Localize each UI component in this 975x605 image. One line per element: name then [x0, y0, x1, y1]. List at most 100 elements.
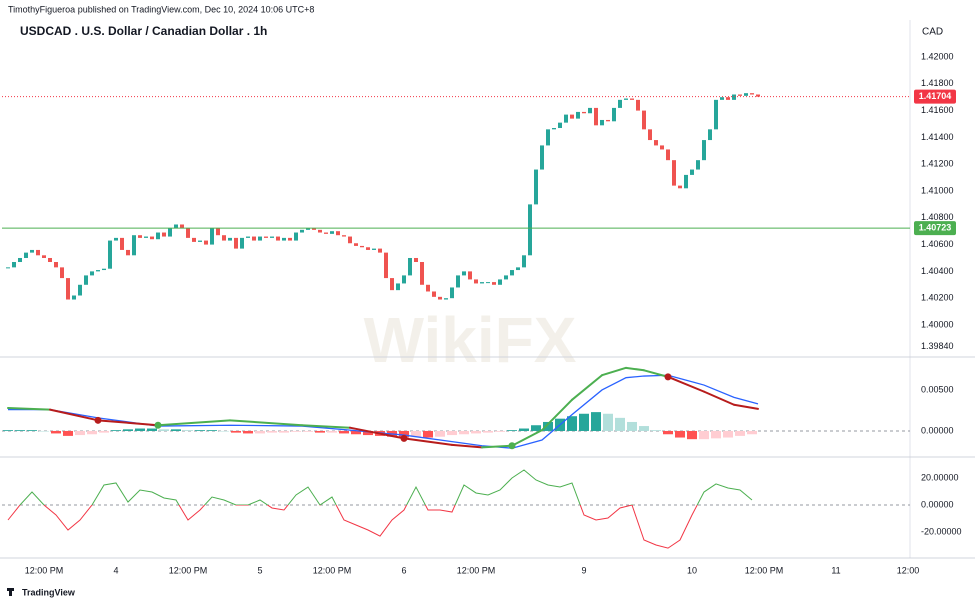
histogram-bar: [303, 430, 313, 432]
candle-body: [462, 271, 466, 276]
y-tick-label: 20.00000: [921, 472, 959, 482]
candle-body: [348, 236, 352, 244]
candle-body: [588, 107, 592, 114]
candle-body: [522, 255, 526, 268]
x-tick-label: 5: [257, 565, 262, 575]
macd-segment: [541, 398, 573, 432]
histogram-bar: [147, 428, 157, 431]
candle-body: [528, 204, 532, 256]
cross-marker: [154, 421, 162, 429]
histogram-bar: [591, 412, 601, 431]
candle-body: [570, 114, 574, 119]
oscillator-line: [19, 469, 753, 505]
histogram-bar: [723, 430, 733, 438]
candle-body: [438, 296, 442, 300]
x-tick-label: 12:00 PM: [169, 565, 208, 575]
x-tick-label: 12:00 PM: [313, 565, 352, 575]
cross-marker: [94, 416, 102, 424]
macd-segment: [49, 408, 99, 422]
watermark: WikiFX: [364, 304, 577, 376]
candle-body: [324, 232, 328, 234]
histogram-bar: [231, 430, 241, 433]
y-tick-label: 0.00000: [921, 425, 954, 435]
histogram-bar: [447, 430, 457, 436]
histogram-bar: [243, 430, 253, 434]
histogram-bar: [111, 430, 121, 431]
candle-body: [72, 295, 76, 300]
candle-body: [582, 111, 586, 114]
candle-body: [738, 94, 742, 96]
candle-body: [240, 237, 244, 249]
candle-body: [720, 97, 724, 100]
y-tick-label: 0.00500: [921, 384, 954, 394]
candle-body: [216, 228, 220, 236]
currency-label: CAD: [922, 27, 943, 38]
candle-body: [30, 249, 34, 253]
histogram-bar: [435, 430, 445, 437]
histogram-bar: [627, 421, 637, 431]
macd-segment: [643, 369, 669, 378]
candle-body: [162, 232, 166, 237]
histogram-bar: [39, 430, 49, 432]
histogram-bar: [531, 425, 541, 431]
histogram-bar: [735, 430, 745, 436]
macd-segment: [451, 443, 483, 449]
candle-body: [474, 279, 478, 284]
y-tick-label: 1.40600: [921, 239, 954, 249]
histogram-bar: [423, 430, 433, 438]
candle-body: [294, 232, 298, 241]
y-tick-label: 1.40000: [921, 319, 954, 329]
candle-body: [228, 237, 232, 241]
candle-body: [318, 229, 322, 233]
histogram-bar: [495, 430, 505, 432]
histogram-bar: [87, 430, 97, 435]
candle-body: [624, 98, 628, 100]
candle-body: [600, 119, 604, 126]
candle-body: [156, 232, 160, 240]
macd-segment: [625, 366, 645, 372]
y-tick-label: -20.00000: [921, 526, 962, 536]
candle-body: [186, 228, 190, 238]
candle-body: [702, 140, 706, 161]
candle-body: [534, 169, 538, 205]
x-tick-label: 9: [581, 565, 586, 575]
histogram-bar: [183, 430, 193, 431]
histogram-bar: [171, 429, 181, 431]
y-tick-label: 1.40800: [921, 212, 954, 222]
candle-body: [690, 169, 694, 175]
candle-body: [420, 262, 424, 285]
candle-body: [126, 249, 130, 256]
histogram-bar: [3, 430, 13, 431]
histogram-bar: [99, 430, 109, 433]
y-tick-label: 1.41400: [921, 132, 954, 142]
candle-body: [288, 237, 292, 241]
candle-body: [6, 267, 10, 269]
candle-body: [726, 97, 730, 100]
histogram-bar: [75, 430, 85, 436]
candle-body: [312, 228, 316, 230]
candle-body: [510, 270, 514, 276]
candle-body: [336, 231, 340, 236]
candle-body: [384, 252, 388, 279]
candle-body: [396, 283, 400, 291]
x-tick-label: 12:00 PM: [25, 565, 64, 575]
histogram-bar: [699, 430, 709, 440]
histogram-bar: [279, 430, 289, 433]
x-tick-label: 12:00 PM: [457, 565, 496, 575]
y-tick-label: 1.39840: [921, 341, 954, 351]
candle-body: [168, 228, 172, 237]
candle-body: [144, 236, 148, 238]
candle-body: [246, 236, 250, 238]
macd-segment: [403, 437, 453, 446]
footer-brand: TradingView: [22, 587, 76, 597]
macd-segment: [7, 407, 51, 411]
candle-body: [66, 278, 70, 300]
candle-body: [708, 129, 712, 141]
candle-body: [408, 257, 412, 276]
histogram-bar: [663, 430, 673, 435]
histogram-bar: [219, 430, 229, 432]
candle-body: [402, 275, 406, 284]
candle-body: [108, 240, 112, 269]
histogram-bar: [315, 430, 325, 433]
histogram-bar: [15, 430, 25, 431]
